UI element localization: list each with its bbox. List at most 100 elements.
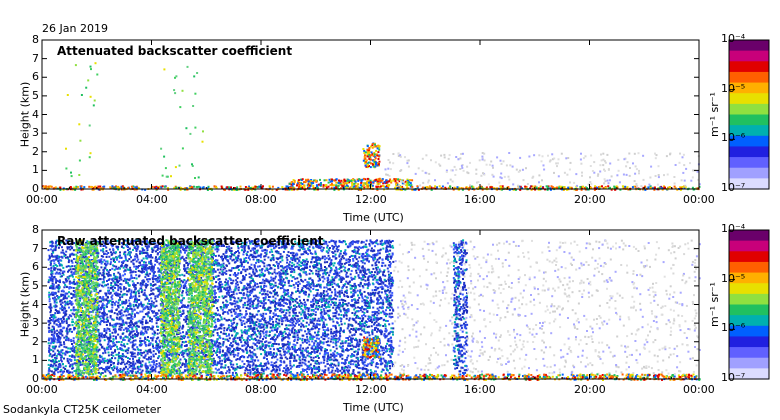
heatmap-cell: [293, 271, 296, 274]
heatmap-cell: [230, 279, 233, 282]
heatmap-cell: [222, 311, 225, 314]
heatmap-cell: [228, 309, 231, 312]
heatmap-cell: [70, 359, 73, 361]
heatmap-cell: [67, 257, 70, 260]
heatmap-cell: [261, 186, 264, 189]
heatmap-cell: [388, 174, 391, 177]
heatmap-cell: [62, 311, 65, 314]
heatmap-cell: [421, 186, 424, 189]
heatmap-cell: [255, 268, 258, 271]
heatmap-cell: [200, 243, 203, 246]
heatmap-cell: [102, 186, 105, 189]
heatmap-cell: [690, 179, 693, 182]
heatmap-cell: [167, 360, 170, 363]
heatmap-cell: [50, 259, 53, 262]
heatmap-cell: [388, 184, 391, 186]
heatmap-cell: [362, 148, 365, 150]
heatmap-cell: [50, 316, 53, 319]
heatmap-cell: [205, 322, 208, 325]
heatmap-cell: [256, 296, 259, 299]
heatmap-cell: [197, 176, 200, 179]
heatmap-cell: [63, 306, 66, 309]
heatmap-cell: [351, 179, 354, 181]
heatmap-cell: [492, 175, 495, 178]
heatmap-cell: [105, 294, 108, 297]
heatmap-cell: [540, 160, 543, 163]
heatmap-cell: [569, 187, 572, 190]
heatmap-cell: [289, 367, 292, 370]
heatmap-cell: [70, 355, 73, 358]
heatmap-cell: [247, 335, 250, 337]
heatmap-cell: [207, 185, 210, 188]
heatmap-cell: [344, 185, 347, 188]
heatmap-cell: [157, 241, 160, 244]
heatmap-cell: [582, 157, 585, 160]
heatmap-cell: [256, 335, 259, 338]
heatmap-cell: [85, 326, 88, 329]
heatmap-cell: [273, 342, 276, 345]
heatmap-cell: [53, 293, 56, 296]
heatmap-cell: [280, 272, 283, 275]
heatmap-cell: [144, 306, 147, 309]
heatmap-cell: [251, 303, 254, 306]
heatmap-cell: [292, 268, 295, 270]
heatmap-cell: [129, 324, 132, 326]
heatmap-cell: [224, 241, 227, 244]
heatmap-cell: [135, 304, 137, 307]
heatmap-cell: [373, 159, 376, 162]
heatmap-cell: [397, 155, 400, 157]
heatmap-cell: [217, 254, 220, 257]
heatmap-cell: [146, 271, 149, 274]
heatmap-cell: [50, 248, 53, 251]
heatmap-cell: [157, 336, 160, 339]
heatmap-cell: [286, 370, 289, 373]
heatmap-cell: [225, 272, 228, 275]
heatmap-cell: [61, 352, 64, 355]
heatmap-cell: [296, 354, 299, 357]
heatmap-cell: [148, 342, 151, 345]
heatmap-cell: [600, 159, 603, 162]
heatmap-cell: [280, 357, 283, 360]
heatmap-cell: [285, 185, 288, 188]
heatmap-cell: [378, 160, 381, 163]
heatmap-cell: [153, 368, 156, 371]
heatmap-cell: [220, 331, 222, 334]
heatmap-cell: [146, 306, 149, 309]
heatmap-cell: [547, 154, 549, 157]
heatmap-cell: [181, 89, 184, 92]
heatmap-cell: [249, 305, 252, 308]
heatmap-cell: [229, 361, 232, 364]
heatmap-cell: [500, 172, 503, 175]
heatmap-cell: [590, 187, 593, 190]
heatmap-cell: [219, 360, 221, 363]
heatmap-cell: [390, 181, 393, 184]
heatmap-cell: [335, 186, 338, 189]
heatmap-cell: [226, 287, 229, 290]
heatmap-cell: [154, 263, 156, 266]
heatmap-cell: [657, 174, 660, 176]
heatmap-cell: [215, 325, 218, 328]
heatmap-cell: [109, 322, 111, 325]
heatmap-cell: [81, 339, 84, 342]
heatmap-cell: [48, 330, 51, 333]
heatmap-cell: [128, 258, 131, 261]
heatmap-cell: [78, 372, 80, 375]
heatmap-cell: [488, 163, 491, 166]
heatmap-cell: [247, 320, 250, 322]
heatmap-cell: [565, 157, 568, 160]
heatmap-cell: [386, 183, 389, 186]
heatmap-cell: [369, 181, 372, 184]
heatmap-cell: [238, 336, 241, 339]
heatmap-cell: [166, 355, 168, 357]
heatmap-cell: [107, 345, 110, 348]
heatmap-cell: [175, 264, 178, 267]
heatmap-cell: [180, 344, 183, 347]
heatmap-cell: [512, 188, 515, 191]
heatmap-cell: [97, 322, 100, 325]
heatmap-cell: [269, 244, 272, 247]
heatmap-cell: [217, 368, 220, 371]
heatmap-cell: [376, 178, 379, 181]
heatmap-cell: [147, 366, 149, 369]
heatmap-cell: [277, 279, 280, 282]
heatmap-cell: [102, 271, 105, 274]
